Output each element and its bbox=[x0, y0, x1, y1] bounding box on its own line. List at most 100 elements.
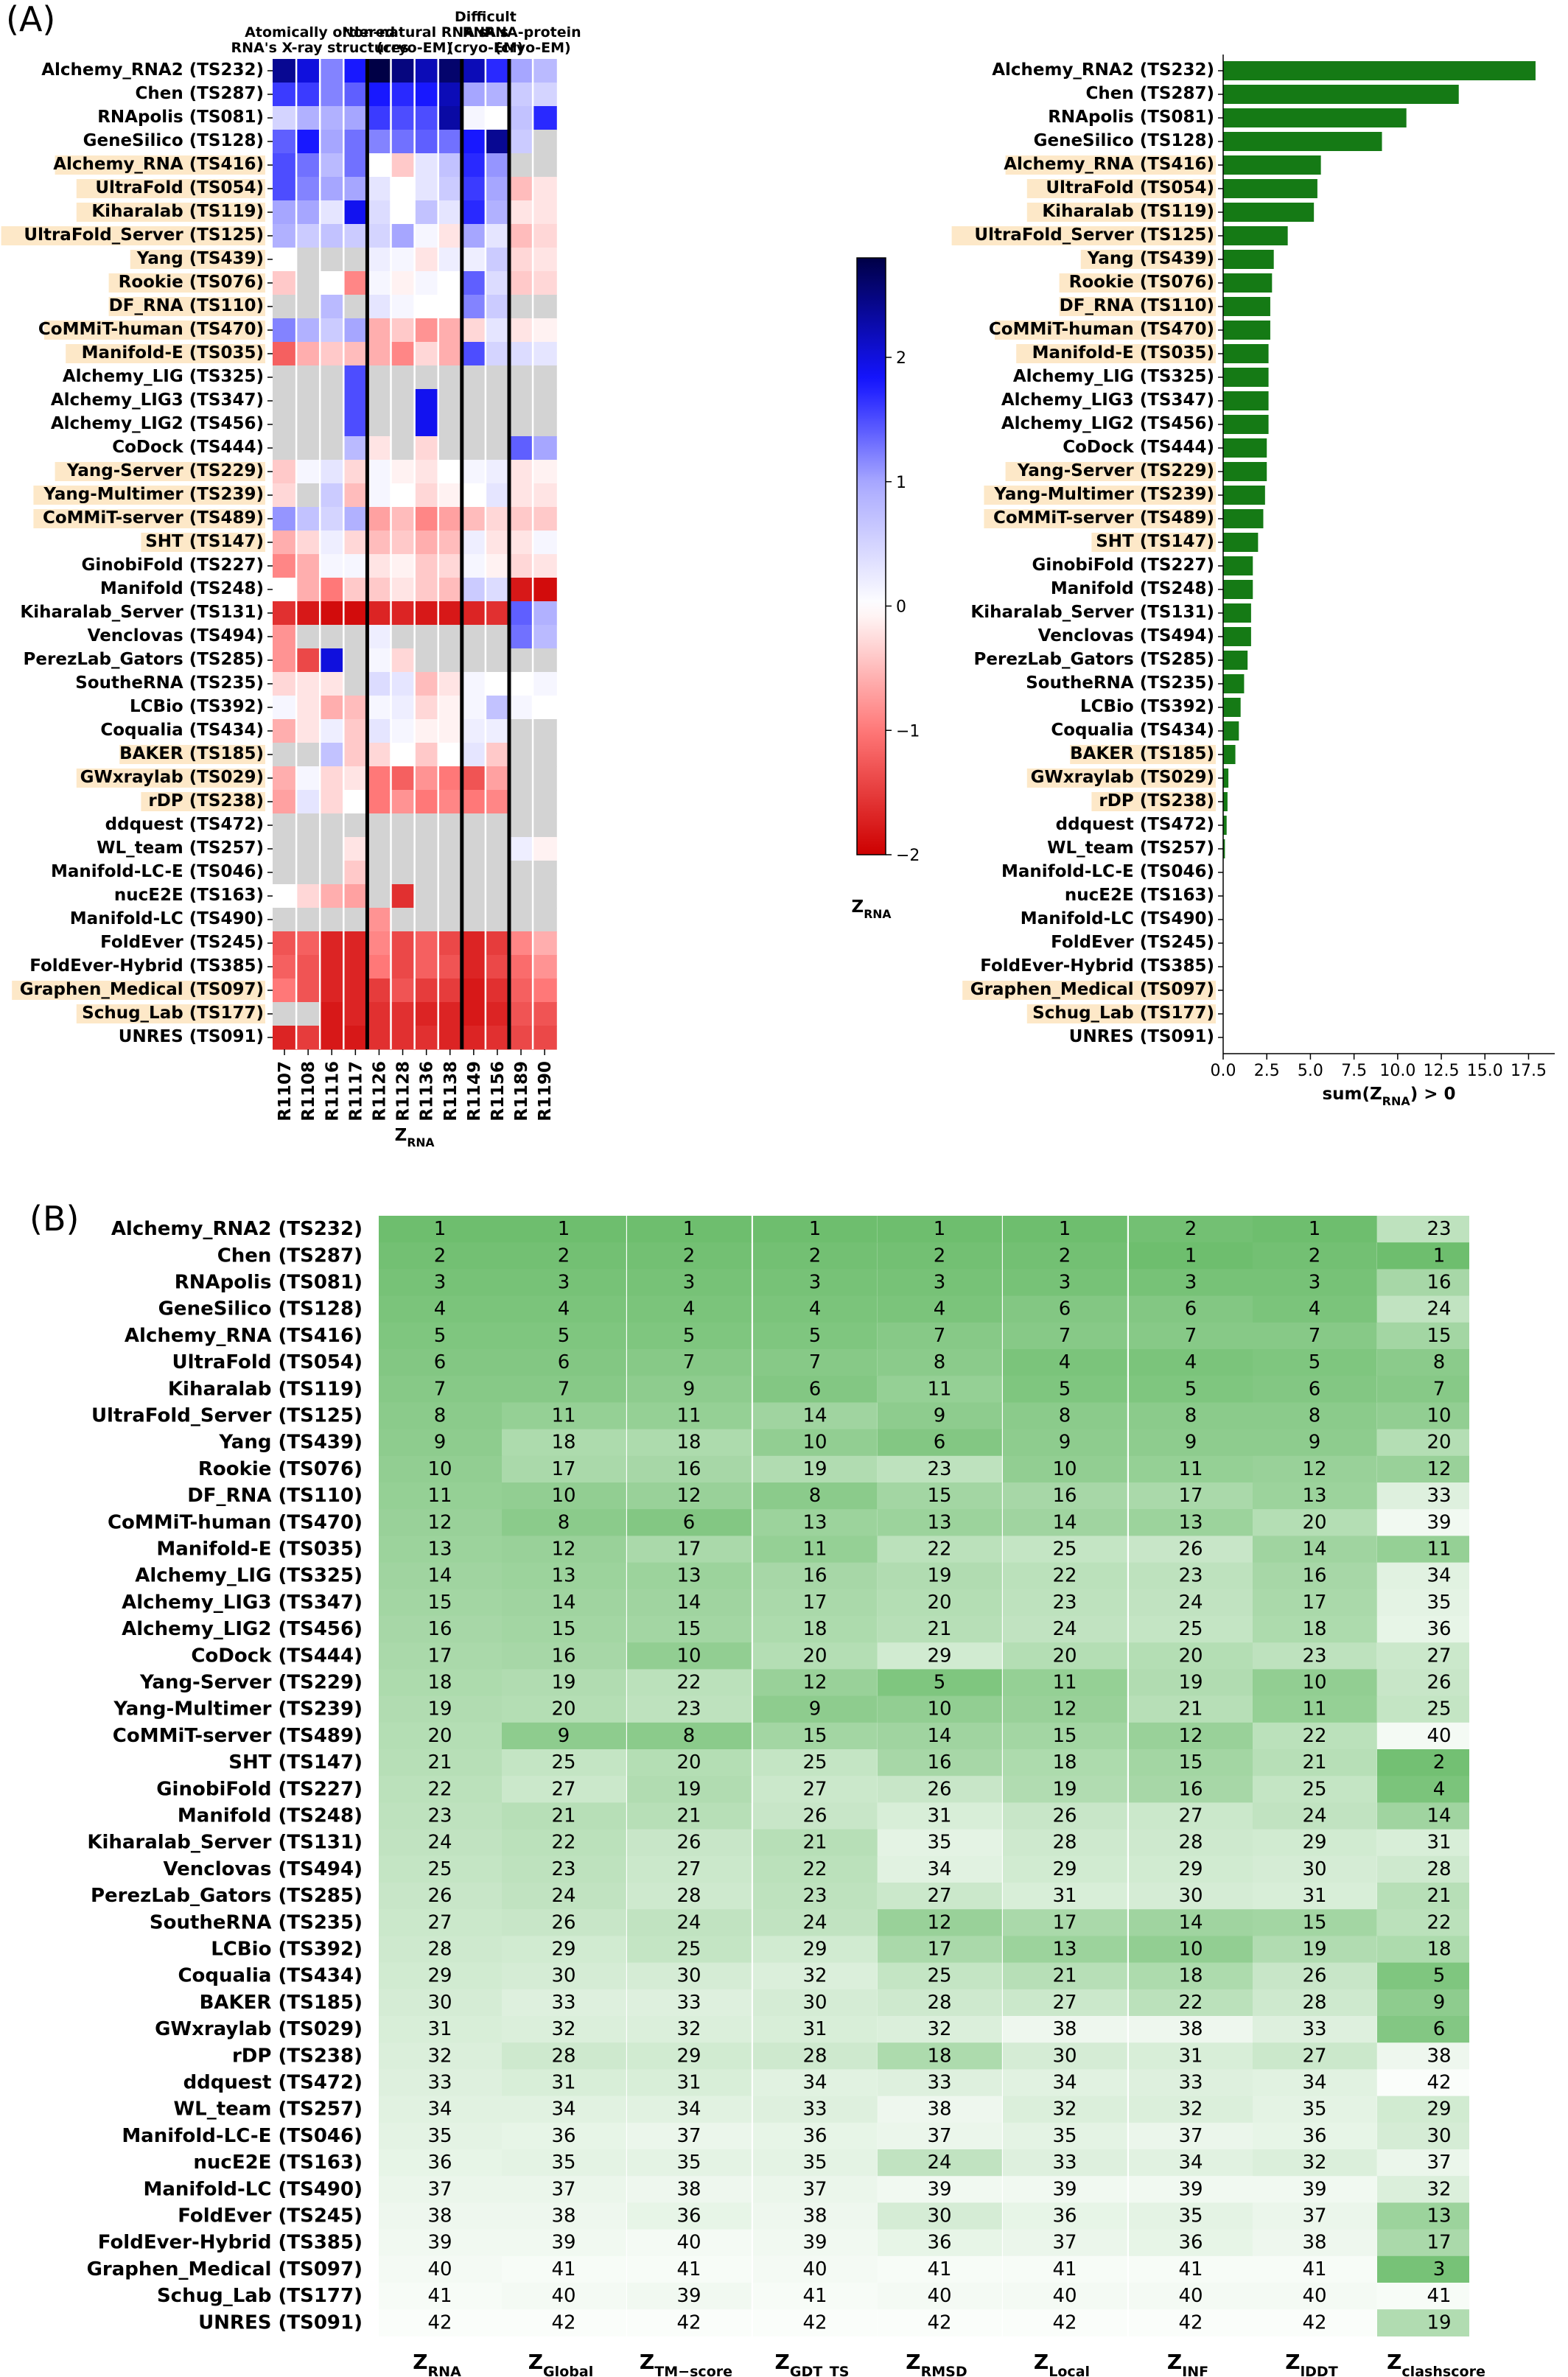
heatmap-cell bbox=[296, 766, 321, 791]
rank-value: 28 bbox=[1302, 1992, 1326, 2014]
rank-cell bbox=[1253, 2255, 1377, 2283]
rank-cell bbox=[878, 1616, 1002, 1643]
heatmap-cell bbox=[296, 837, 321, 861]
bar bbox=[1223, 580, 1253, 599]
rank-value: 23 bbox=[1052, 1592, 1077, 1614]
rank-value: 32 bbox=[551, 2018, 575, 2040]
rank-value: 15 bbox=[676, 1618, 701, 1640]
rank-value: 7 bbox=[809, 1351, 822, 1373]
rank-cell bbox=[379, 1883, 503, 1910]
heatmap-cell bbox=[343, 601, 368, 626]
heatmap-cell bbox=[533, 224, 557, 248]
rank-value: 4 bbox=[1309, 1298, 1321, 1320]
rank-value: 17 bbox=[927, 1938, 951, 1960]
rank-value: 27 bbox=[551, 1778, 575, 1800]
rank-value: 31 bbox=[676, 2071, 701, 2093]
rank-value: 37 bbox=[1302, 2205, 1326, 2227]
rank-value: 35 bbox=[551, 2152, 575, 2174]
rank-value: 19 bbox=[1178, 1671, 1203, 1693]
rank-value: 36 bbox=[1427, 1618, 1451, 1640]
heatmap-cell bbox=[273, 177, 297, 201]
rank-cell bbox=[1377, 1989, 1469, 2017]
heatmap-cell bbox=[533, 696, 557, 720]
heatmap-cell bbox=[438, 578, 463, 602]
heatmap-cell bbox=[461, 531, 486, 555]
heatmap-cell bbox=[343, 460, 368, 484]
rank-cell bbox=[753, 1509, 878, 1536]
rank-value: 10 bbox=[427, 1458, 452, 1480]
rank-cell bbox=[878, 2042, 1002, 2070]
heatmap-cell bbox=[343, 389, 368, 413]
rank-cell bbox=[1129, 2096, 1253, 2124]
rank-value: 42 bbox=[1427, 2071, 1451, 2093]
heatmap-cell bbox=[273, 295, 297, 319]
rank-value: 1 bbox=[1059, 1218, 1071, 1240]
heatmap-cell bbox=[391, 554, 416, 578]
rank-value: 36 bbox=[427, 2152, 452, 2174]
rank-cell bbox=[1129, 1749, 1253, 1776]
heatmap-cell bbox=[509, 106, 533, 130]
rank-value: 14 bbox=[676, 1592, 701, 1614]
heatmap-cell bbox=[533, 884, 557, 909]
heatmap-cell bbox=[391, 813, 416, 838]
rank-cell bbox=[878, 1295, 1002, 1323]
rank-cell bbox=[1003, 2283, 1127, 2310]
heatmap-cell bbox=[533, 483, 557, 508]
rank-value: 23 bbox=[676, 1698, 701, 1720]
heatmap-cell bbox=[296, 295, 321, 319]
heatmap-cell bbox=[391, 248, 416, 272]
rank-value: 13 bbox=[676, 1565, 701, 1587]
rank-cell bbox=[627, 2283, 752, 2310]
heatmap-cell bbox=[367, 979, 392, 1003]
heatmap-cell bbox=[485, 531, 510, 555]
heatmap-cell bbox=[438, 365, 463, 390]
heatmap-cell bbox=[320, 483, 344, 508]
heatmap-cell bbox=[509, 743, 533, 767]
bar-row-label: Manifold-E (TS035) bbox=[1032, 343, 1214, 363]
heatmap-cell bbox=[414, 908, 439, 932]
rank-value: 19 bbox=[551, 1671, 575, 1693]
group-header: RNA-protein bbox=[485, 24, 581, 41]
x-tick-label: 15.0 bbox=[1467, 1062, 1503, 1080]
rank-cell bbox=[379, 1855, 503, 1883]
heatmap-cell bbox=[273, 554, 297, 578]
heatmap-cell bbox=[438, 177, 463, 201]
rank-cell bbox=[1377, 1829, 1469, 1857]
rank-value: 25 bbox=[927, 1965, 951, 1987]
rank-cell bbox=[1003, 1616, 1127, 1643]
rank-col-label: ZTM−score bbox=[640, 2350, 732, 2377]
heatmap-cell bbox=[320, 59, 344, 83]
rank-cell bbox=[1003, 1749, 1127, 1776]
rank-value: 39 bbox=[1427, 1511, 1451, 1533]
rank-cell bbox=[1377, 1509, 1469, 1536]
bar bbox=[1223, 462, 1267, 481]
heatmap-cell bbox=[533, 1026, 557, 1050]
bar-row-label: UNRES (TS091) bbox=[1069, 1027, 1214, 1046]
row-label-highlight bbox=[76, 769, 266, 788]
rank-value: 32 bbox=[1302, 2152, 1326, 2174]
heatmap-cell bbox=[438, 837, 463, 861]
rank-row-label: CoDock (TS444) bbox=[191, 1645, 363, 1667]
rank-cell bbox=[502, 1802, 626, 1830]
heatmap-cell bbox=[391, 955, 416, 979]
rank-value: 15 bbox=[1302, 1911, 1326, 1933]
heatmap-cell bbox=[320, 1026, 344, 1050]
rank-cell bbox=[379, 1269, 503, 1297]
rank-cell bbox=[1129, 2202, 1253, 2230]
rank-value: 7 bbox=[934, 1325, 946, 1347]
heatmap-cell bbox=[391, 389, 416, 413]
heatmap-cell bbox=[367, 224, 392, 248]
heatmap-cell bbox=[414, 1002, 439, 1026]
rank-value: 6 bbox=[558, 1351, 570, 1373]
rank-value: 8 bbox=[1309, 1404, 1321, 1426]
heatmap-cell bbox=[391, 648, 416, 673]
heatmap-cell bbox=[343, 271, 368, 295]
rank-cell bbox=[627, 1669, 752, 1697]
rank-value: 11 bbox=[1178, 1458, 1203, 1480]
rank-cell bbox=[379, 1455, 503, 1483]
heatmap-cell bbox=[343, 153, 368, 178]
heatmap-cell bbox=[461, 271, 486, 295]
row-label-highlight bbox=[1059, 297, 1216, 316]
heatmap-cell bbox=[533, 1002, 557, 1026]
